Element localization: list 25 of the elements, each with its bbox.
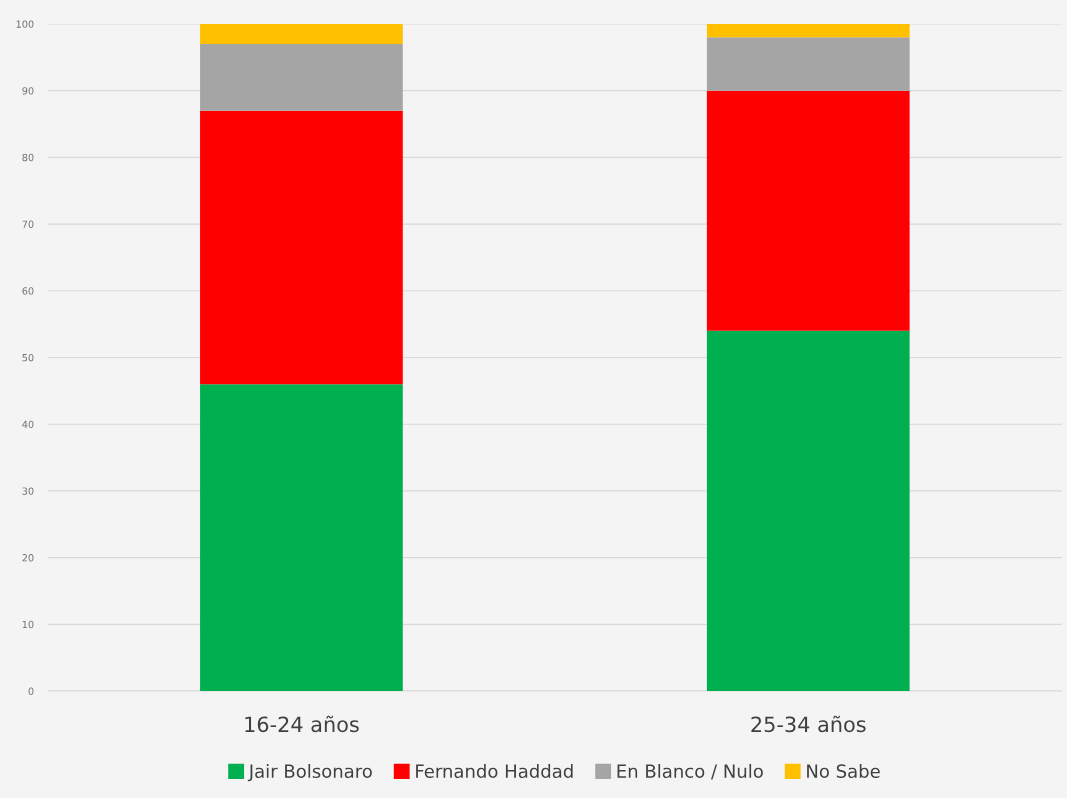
x-tick-label: 16-24 años xyxy=(245,715,359,733)
bar xyxy=(706,330,910,692)
legend-label: Fernando Haddad xyxy=(416,764,573,778)
bar xyxy=(200,110,403,385)
y-tick-label: 0 xyxy=(28,687,34,695)
bar xyxy=(200,23,403,44)
y-tick-label: 90 xyxy=(22,87,34,95)
x-tick-label: 25-34 años xyxy=(751,715,866,733)
y-tick-label: 60 xyxy=(22,287,34,295)
y-tick-label: 20 xyxy=(22,554,34,562)
y-tick-label: 70 xyxy=(22,220,34,228)
bar xyxy=(200,384,403,692)
legend-label: Jair Bolsonaro xyxy=(247,764,372,782)
bar xyxy=(706,37,910,91)
y-tick-label: 10 xyxy=(22,620,34,629)
y-tick-label: 40 xyxy=(22,420,34,429)
legend-label: En Blanco / Nulo xyxy=(617,764,763,780)
y-tick-label: 30 xyxy=(22,487,34,495)
bar xyxy=(706,90,910,331)
legend-label: No Sabe xyxy=(807,764,880,778)
y-tick-label: 80 xyxy=(22,153,34,162)
bar xyxy=(706,23,910,38)
bar xyxy=(200,43,403,111)
y-tick-label: 50 xyxy=(22,353,34,362)
y-tick-label: 100 xyxy=(16,20,34,28)
